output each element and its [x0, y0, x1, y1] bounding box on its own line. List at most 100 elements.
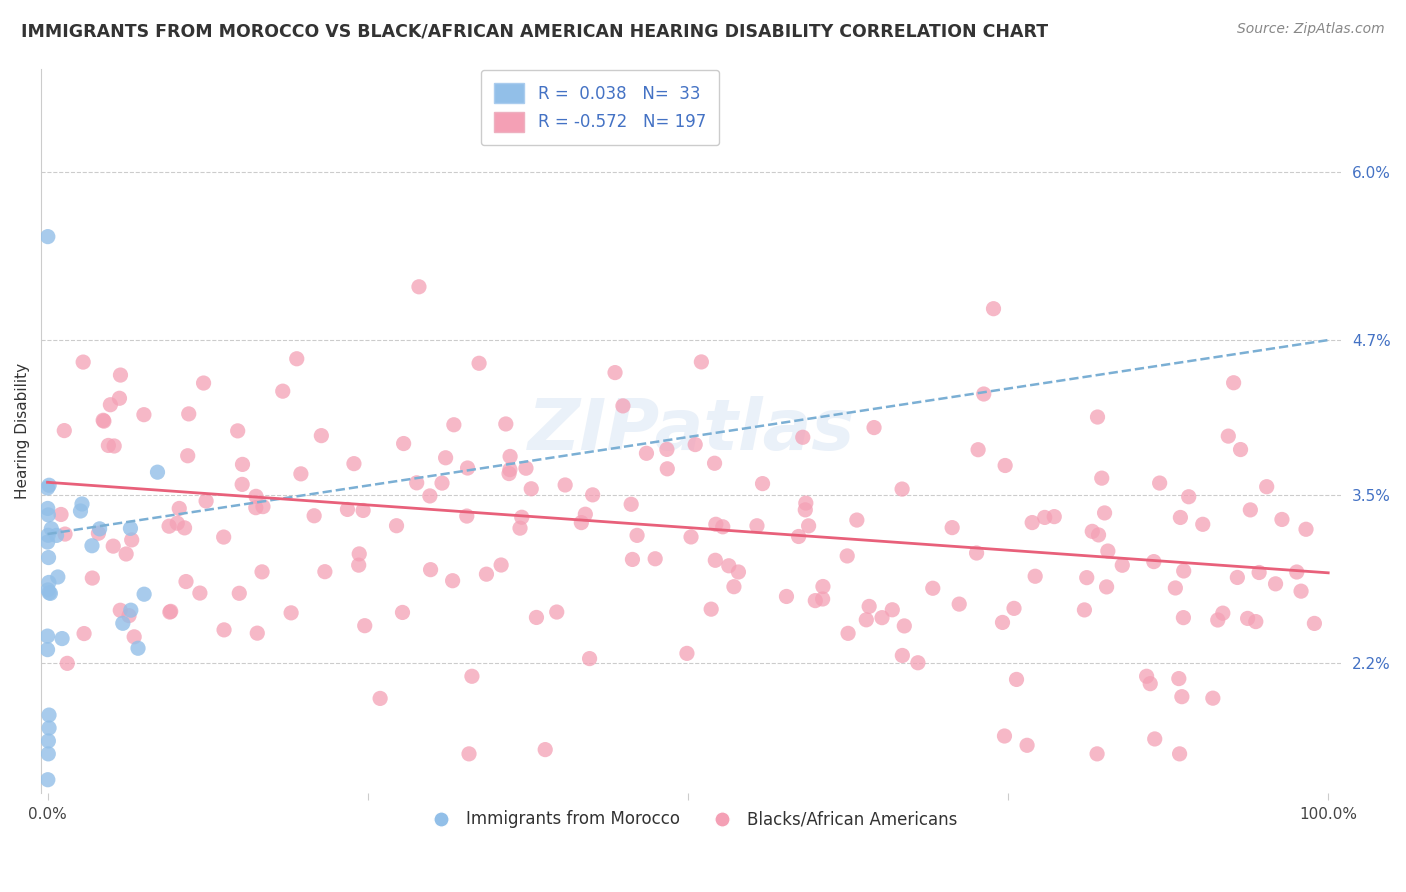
Point: [967, 442, 990, 457]
Point: [679, 530, 702, 544]
Point: [314, 565, 336, 579]
Point: [1081, 524, 1104, 539]
Point: [228, 586, 250, 600]
Point: [1170, 510, 1192, 524]
Point: [245, 500, 267, 515]
Point: [612, 399, 634, 413]
Point: [347, 558, 370, 573]
Point: [1024, 569, 1046, 583]
Point: [457, 461, 479, 475]
Point: [226, 424, 249, 438]
Point: [70, 497, 93, 511]
Text: Source: ZipAtlas.com: Source: ZipAtlas.com: [1237, 22, 1385, 37]
Point: [1264, 577, 1286, 591]
Point: [1285, 565, 1308, 579]
Point: [38, 550, 60, 565]
Point: [37, 582, 59, 597]
Point: [1097, 544, 1119, 558]
Point: [115, 547, 138, 561]
Point: [991, 615, 1014, 630]
Point: [499, 450, 522, 464]
Point: [246, 626, 269, 640]
Point: [775, 590, 797, 604]
Point: [167, 501, 190, 516]
Point: [578, 651, 600, 665]
Point: [1239, 503, 1261, 517]
Point: [290, 467, 312, 481]
Point: [37, 747, 59, 761]
Point: [108, 392, 131, 406]
Point: [1191, 517, 1213, 532]
Point: [921, 581, 943, 595]
Point: [676, 646, 699, 660]
Point: [80, 539, 103, 553]
Point: [39, 522, 62, 536]
Text: ZIPatlas: ZIPatlas: [527, 396, 855, 465]
Point: [520, 482, 543, 496]
Point: [37, 481, 59, 495]
Point: [252, 500, 274, 514]
Point: [434, 450, 457, 465]
Point: [1091, 471, 1114, 485]
Point: [1256, 480, 1278, 494]
Point: [38, 478, 60, 492]
Point: [723, 580, 745, 594]
Point: [1177, 490, 1199, 504]
Point: [1149, 476, 1171, 491]
Point: [870, 610, 893, 624]
Point: [120, 521, 142, 535]
Point: [495, 417, 517, 431]
Point: [704, 553, 727, 567]
Point: [69, 504, 91, 518]
Point: [655, 442, 678, 457]
Point: [907, 656, 929, 670]
Point: [157, 519, 180, 533]
Point: [620, 497, 643, 511]
Point: [941, 520, 963, 534]
Point: [73, 626, 96, 640]
Point: [1212, 606, 1234, 620]
Point: [837, 626, 859, 640]
Point: [603, 366, 626, 380]
Point: [1021, 516, 1043, 530]
Point: [37, 734, 59, 748]
Point: [498, 467, 520, 481]
Point: [188, 586, 211, 600]
Point: [948, 597, 970, 611]
Point: [37, 772, 59, 787]
Point: [882, 603, 904, 617]
Point: [863, 420, 886, 434]
Point: [983, 301, 1005, 316]
Point: [134, 587, 156, 601]
Point: [891, 648, 914, 663]
Point: [343, 457, 366, 471]
Point: [385, 518, 408, 533]
Point: [1303, 616, 1326, 631]
Point: [966, 546, 988, 560]
Point: [39, 586, 62, 600]
Point: [458, 747, 481, 761]
Point: [1226, 570, 1249, 584]
Point: [1085, 747, 1108, 761]
Point: [231, 458, 253, 472]
Point: [212, 530, 235, 544]
Point: [475, 567, 498, 582]
Point: [1218, 429, 1240, 443]
Point: [1002, 601, 1025, 615]
Point: [193, 376, 215, 390]
Point: [250, 565, 273, 579]
Point: [1173, 610, 1195, 624]
Point: [993, 729, 1015, 743]
Point: [245, 489, 267, 503]
Point: [392, 436, 415, 450]
Point: [811, 580, 834, 594]
Point: [727, 565, 749, 579]
Point: [353, 618, 375, 632]
Point: [546, 605, 568, 619]
Point: [554, 478, 576, 492]
Point: [336, 502, 359, 516]
Point: [53, 424, 76, 438]
Point: [994, 458, 1017, 473]
Point: [1222, 376, 1244, 390]
Point: [574, 507, 596, 521]
